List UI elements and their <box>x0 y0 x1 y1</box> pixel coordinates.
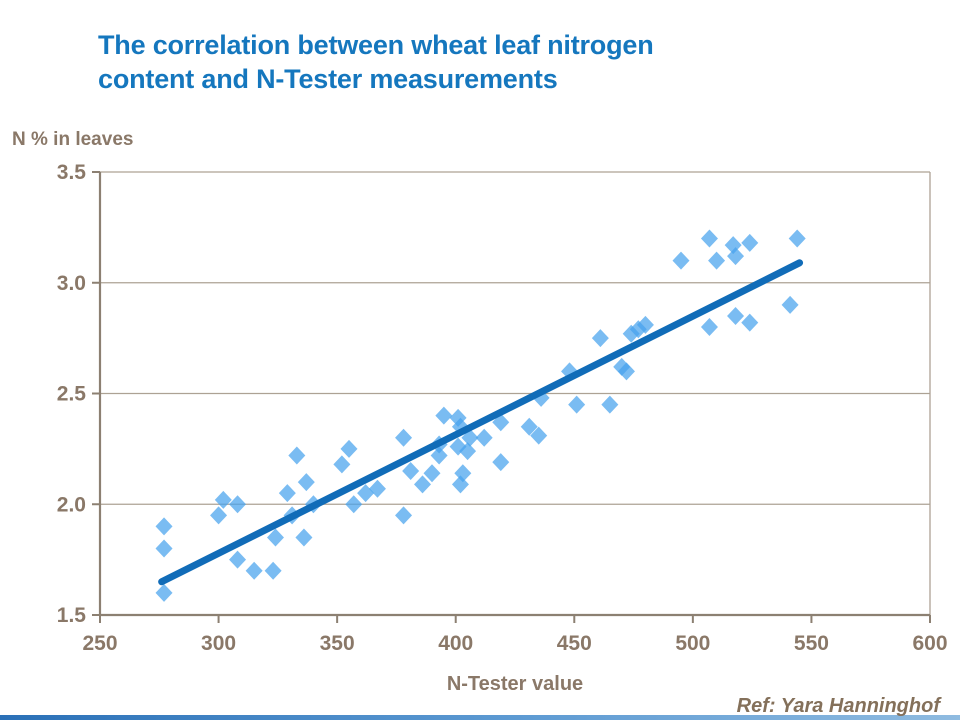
data-point <box>700 229 718 248</box>
data-point <box>345 495 363 514</box>
x-axis-title: N-Tester value <box>447 673 583 695</box>
data-point <box>520 417 538 436</box>
data-point <box>727 306 745 325</box>
data-point <box>395 506 413 525</box>
data-point <box>788 229 806 248</box>
data-point <box>155 539 173 558</box>
gridlines <box>100 171 930 505</box>
y-tick-label: 1.5 <box>57 604 87 627</box>
data-point <box>591 329 609 348</box>
x-tick-label: 400 <box>438 632 473 655</box>
y-tick-label: 2.5 <box>57 383 87 406</box>
data-point <box>568 395 586 414</box>
data-point <box>451 475 469 494</box>
x-tick-label: 300 <box>201 632 236 655</box>
x-tick-label: 600 <box>912 632 947 655</box>
data-points <box>155 229 806 602</box>
x-tick-label: 350 <box>320 632 355 655</box>
y-axis-title: N % in leaves <box>12 129 133 150</box>
data-point <box>617 362 635 381</box>
x-tick-label: 550 <box>794 632 829 655</box>
data-point <box>492 453 510 472</box>
x-tick-label: 250 <box>82 632 117 655</box>
data-point <box>278 484 296 503</box>
data-point <box>475 428 493 447</box>
data-point <box>414 475 432 494</box>
data-point <box>266 528 284 547</box>
data-point <box>402 462 420 481</box>
x-tick-label: 500 <box>675 632 710 655</box>
data-point <box>368 479 386 498</box>
y-tick-label: 3.5 <box>57 161 87 184</box>
trend-line-segment <box>158 259 804 586</box>
data-point <box>245 561 263 580</box>
x-axis-ticks: 250 300 350 400 450 500 550 600 <box>82 615 948 655</box>
x-tick-label: 450 <box>557 632 592 655</box>
data-point <box>430 446 448 465</box>
y-axis-ticks: 1.5 2.0 2.5 3.0 3.5 <box>57 161 100 627</box>
data-point <box>741 313 759 332</box>
page-title: The correlation between wheat leaf nitro… <box>98 28 654 96</box>
data-point <box>229 495 247 514</box>
data-point <box>636 315 654 334</box>
data-point <box>435 406 453 425</box>
page-title-line-2: content and N-Tester measurements <box>98 64 558 94</box>
data-point <box>672 251 690 270</box>
data-point <box>288 446 306 465</box>
y-tick-label: 3.0 <box>57 272 86 295</box>
data-point <box>295 528 313 547</box>
data-point <box>333 455 351 474</box>
data-point <box>297 473 315 492</box>
data-point <box>459 442 477 461</box>
data-point <box>340 439 358 458</box>
data-point <box>210 506 228 525</box>
data-point <box>155 517 173 536</box>
data-point <box>601 395 619 414</box>
y-tick-label: 2.0 <box>57 493 86 516</box>
data-point <box>395 428 413 447</box>
bottom-accent-bar <box>0 715 960 720</box>
data-point <box>741 233 759 252</box>
data-point <box>264 561 282 580</box>
trend-line <box>158 259 804 586</box>
data-point <box>214 490 232 509</box>
data-point <box>700 318 718 337</box>
data-point <box>727 247 745 266</box>
data-point <box>229 550 247 569</box>
data-point <box>530 426 548 445</box>
page-title-line-1: The correlation between wheat leaf nitro… <box>98 30 654 60</box>
data-point <box>423 464 441 483</box>
data-point <box>781 295 799 314</box>
reference-note: Ref: Yara Hanninghof <box>736 695 940 717</box>
data-point <box>708 251 726 270</box>
data-point <box>155 583 173 602</box>
